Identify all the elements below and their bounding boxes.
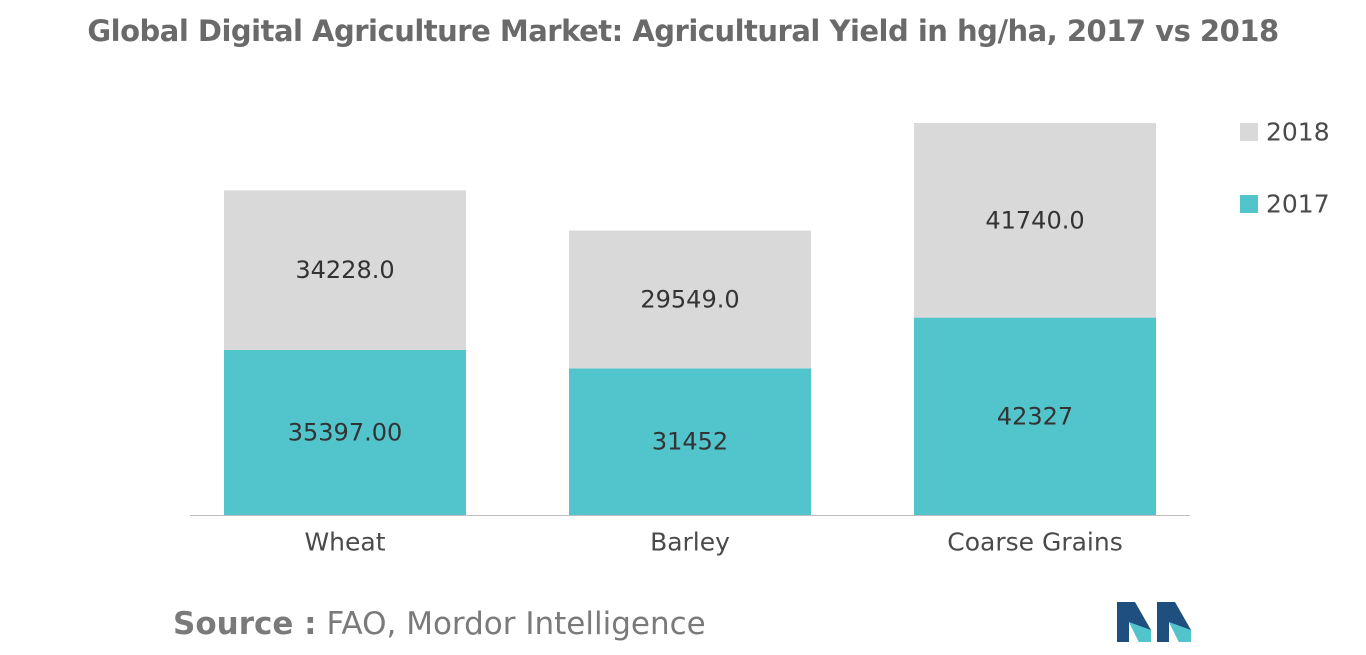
- bar-2017-wheat: [224, 349, 466, 515]
- mordor-intelligence-logo-icon: [1117, 602, 1191, 642]
- chart-title: Global Digital Agriculture Market: Agric…: [87, 14, 1279, 48]
- x-tick-label-barley: Barley: [650, 528, 730, 557]
- source-label: Source :: [173, 606, 317, 642]
- legend-label-2017: 2017: [1266, 190, 1330, 219]
- logo-right-accent: [1169, 622, 1191, 642]
- data-label-2018-barley: 29549.0: [640, 285, 739, 313]
- bar-2018-coarse-grains: [914, 123, 1156, 318]
- x-tick-label-coarse-grains: Coarse Grains: [947, 528, 1123, 557]
- bar-2018-wheat: [224, 190, 466, 350]
- logo-left-accent: [1129, 622, 1151, 642]
- data-label-2017-barley: 31452: [652, 428, 728, 456]
- data-label-2018-coarse-grains: 41740.0: [985, 206, 1084, 234]
- source-text: FAO, Mordor Intelligence: [326, 606, 706, 642]
- bar-2017-coarse-grains: [914, 317, 1156, 515]
- data-label-2017-coarse-grains: 42327: [997, 402, 1073, 430]
- legend-label-2018: 2018: [1266, 118, 1330, 147]
- bar-2017-barley: [569, 368, 811, 515]
- legend-swatch-2018: [1240, 123, 1258, 141]
- data-label-2018-wheat: 34228.0: [295, 256, 394, 284]
- x-tick-label-wheat: Wheat: [304, 528, 385, 557]
- source-line: Source : FAO, Mordor Intelligence: [173, 606, 706, 642]
- bar-2018-barley: [569, 230, 811, 369]
- legend-swatch-2017: [1240, 195, 1258, 213]
- data-label-2017-wheat: 35397.00: [288, 418, 403, 446]
